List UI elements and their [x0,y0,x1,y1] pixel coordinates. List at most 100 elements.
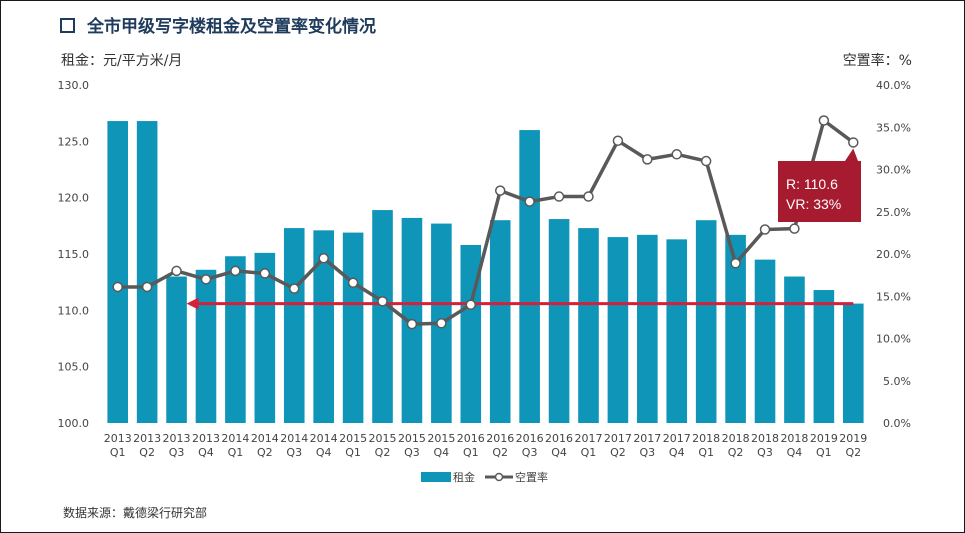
vacancy-point [494,185,506,196]
right-axis-unit: 空置率：% [842,53,912,69]
x-tick-year: 2013 [192,432,220,445]
x-tick-year: 2017 [604,432,632,445]
x-tick-year: 2019 [810,432,838,445]
legend-bar-swatch [421,472,451,482]
right-tick-label: 0.0% [883,417,911,430]
vacancy-point [347,277,359,288]
vacancy-point [759,224,771,235]
vacancy-point [818,115,830,126]
annotation-vacancy-text: VR: 33% [786,196,841,212]
left-tick-label: 105.0 [58,361,90,374]
x-tick-quarter: Q4 [434,446,450,459]
rent-bar [107,121,129,423]
right-tick-label: 30.0% [876,164,911,177]
x-tick-year: 2018 [780,432,808,445]
x-tick-quarter: Q3 [639,446,655,459]
rent-bar [136,121,158,423]
x-tick-year: 2014 [251,432,279,445]
x-tick-quarter: Q1 [816,446,832,459]
right-tick-label: 10.0% [876,333,911,346]
vacancy-point [200,274,212,285]
vacancy-point [848,137,859,148]
vacancy-point [318,252,329,264]
right-tick-label: 5.0% [883,375,911,388]
x-tick-quarter: Q1 [345,446,361,459]
chart-title: 全市甲级写字楼租金及空置率变化情况 [87,17,376,37]
x-tick-quarter: Q3 [404,446,420,459]
title-square-icon [60,18,75,33]
vacancy-point [230,265,241,277]
x-tick-year: 2013 [163,432,191,445]
vacancy-point [171,265,182,277]
x-tick-year: 2014 [280,432,308,445]
rent-bar [225,256,246,423]
rent-bar [166,276,187,423]
rent-bar [519,130,540,424]
vacancy-point [289,283,300,294]
x-tick-year: 2014 [310,432,338,445]
left-tick-label: 120.0 [58,192,90,205]
rent-bar [754,259,776,423]
x-tick-year: 2016 [457,432,485,445]
x-tick-quarter: Q1 [698,446,714,459]
x-tick-quarter: Q2 [610,446,626,459]
x-tick-year: 2015 [369,432,397,445]
annotation-rent-text: R: 110.6 [786,176,838,192]
source-note: 数据来源：戴德梁行研究部 [63,506,208,520]
left-tick-label: 100.0 [58,417,90,430]
rent-bar [372,210,393,423]
x-tick-quarter: Q2 [139,446,155,459]
x-tick-year: 2018 [692,432,720,445]
x-tick-year: 2016 [545,432,573,445]
right-tick-label: 20.0% [876,248,911,261]
vacancy-point [465,299,477,310]
rent-bar [313,230,334,423]
rent-bar [548,219,570,423]
rent-bar [784,276,805,423]
x-tick-quarter: Q3 [757,446,773,459]
x-tick-quarter: Q2 [845,446,861,459]
x-tick-year: 2017 [663,432,691,445]
rent-bar [254,252,276,423]
x-tick-quarter: Q1 [463,446,479,459]
x-tick-quarter: Q1 [110,446,126,459]
x-tick-year: 2018 [722,432,750,445]
vacancy-point [671,149,682,160]
x-tick-quarter: Q2 [728,446,744,459]
x-tick-year: 2015 [427,432,455,445]
x-tick-quarter: Q4 [316,446,332,459]
left-tick-label: 115.0 [58,248,90,261]
vacancy-point [112,281,123,293]
vacancy-point [436,318,447,329]
x-tick-quarter: Q3 [169,446,185,459]
x-tick-quarter: Q2 [492,446,508,459]
rent-bar [813,290,835,423]
vacancy-point [141,281,153,293]
x-tick-year: 2016 [486,432,514,445]
x-tick-quarter: Q3 [522,446,538,459]
rent-bar [637,234,658,423]
vacancy-point [730,258,741,269]
right-tick-label: 35.0% [876,121,911,134]
x-tick-year: 2013 [133,432,161,445]
vacancy-point [553,191,565,202]
left-axis-unit: 租金：元/平方米/月 [61,53,183,69]
x-tick-quarter: Q1 [581,446,597,459]
reference-arrowhead [186,297,199,310]
legend-line-label: 空置率 [515,470,548,484]
left-tick-label: 125.0 [58,135,90,148]
x-tick-year: 2016 [516,432,544,445]
rent-bar [283,228,305,423]
rent-bar [695,220,717,423]
x-tick-year: 2013 [104,432,132,445]
vacancy-point [377,296,388,307]
x-tick-quarter: Q2 [257,446,273,459]
left-tick-label: 130.0 [58,79,90,92]
annotation-pointer [845,148,858,161]
vacancy-point [406,318,418,330]
rent-bar [489,220,511,423]
x-tick-quarter: Q1 [228,446,244,459]
x-tick-quarter: Q4 [198,446,214,459]
